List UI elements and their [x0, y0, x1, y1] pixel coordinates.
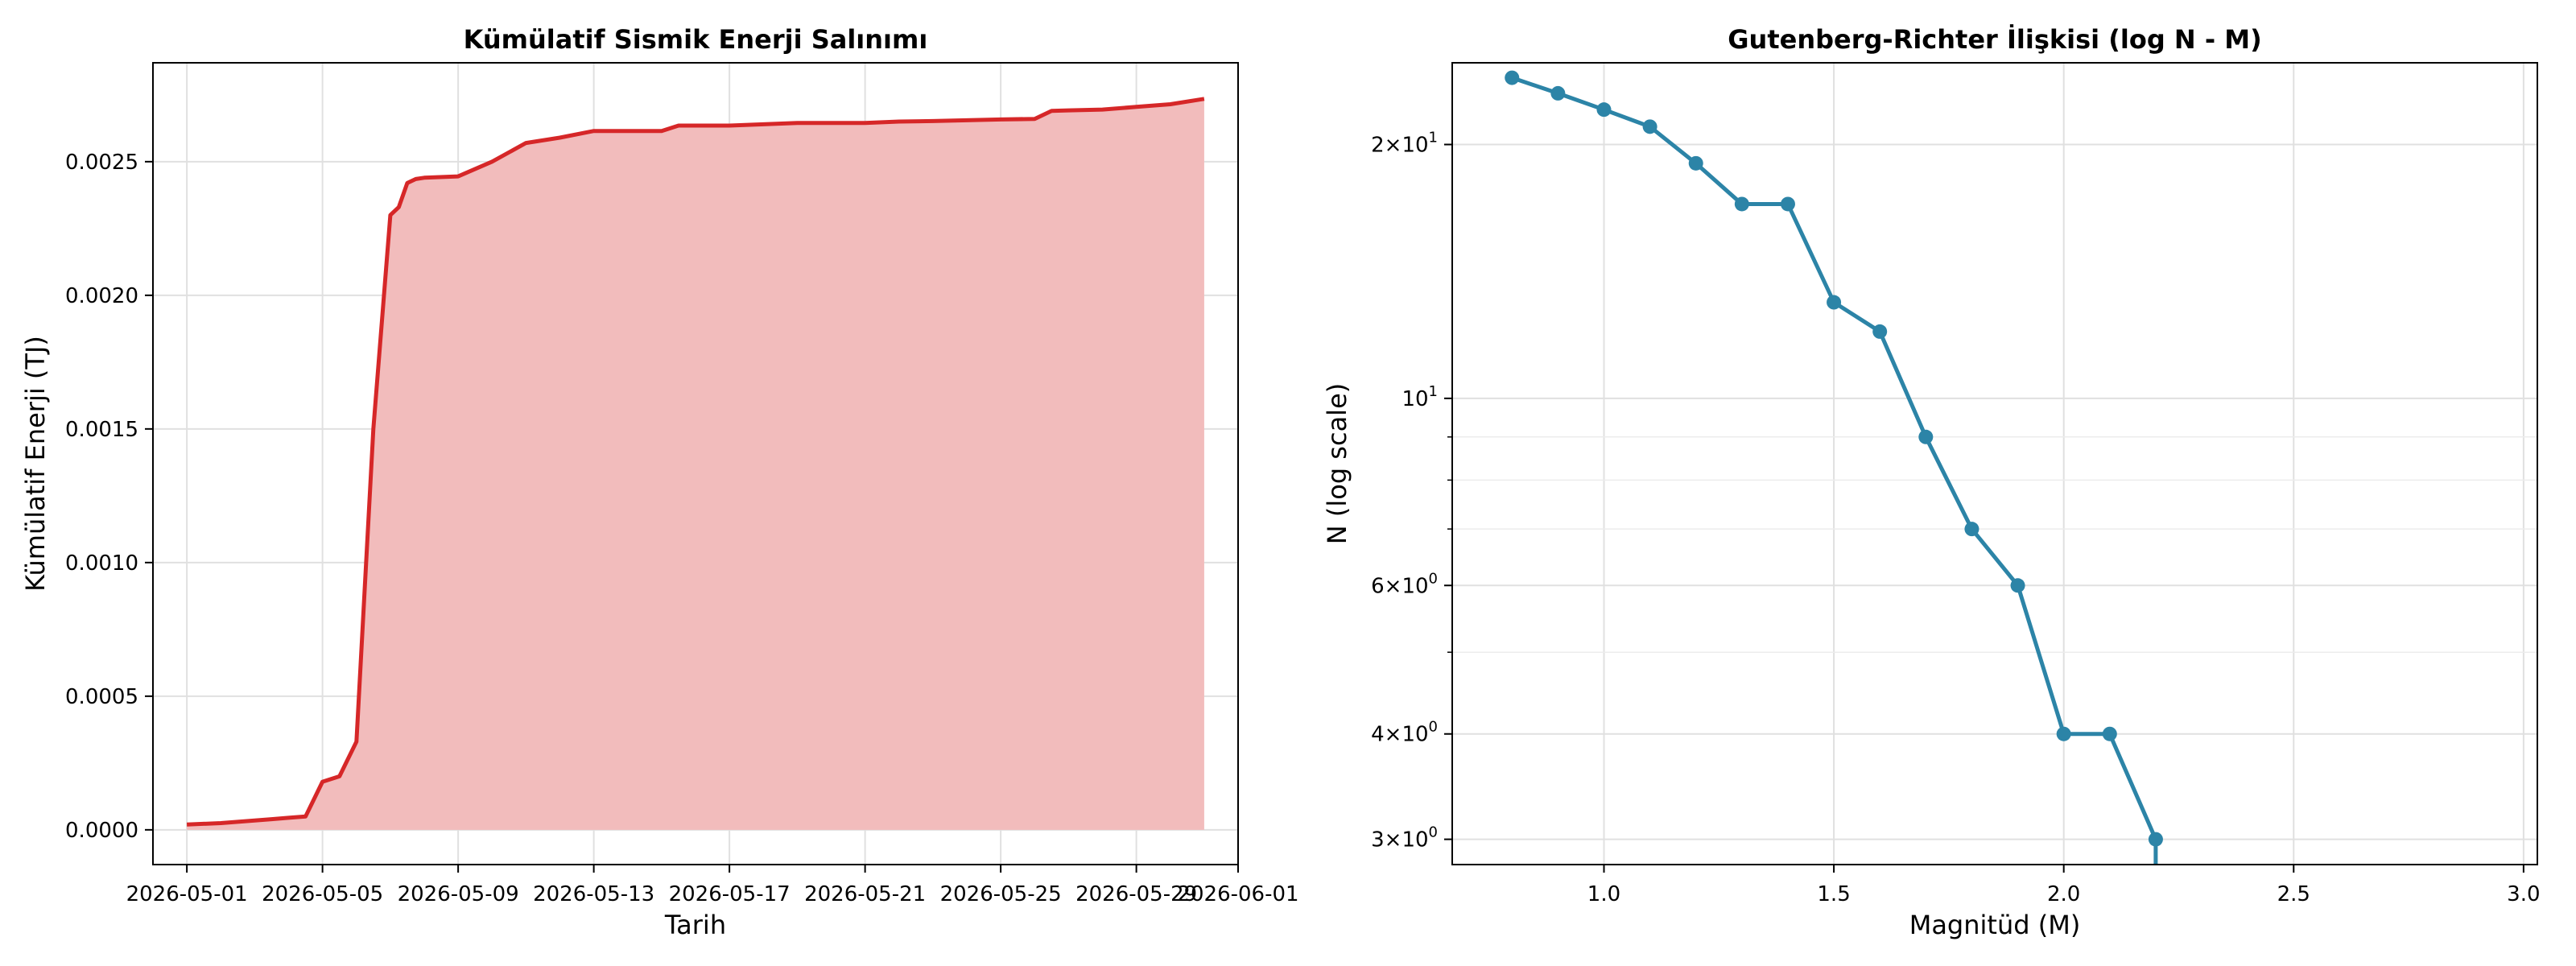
data-point — [1872, 324, 1888, 339]
x-tick-label: 2026-06-01 — [1177, 882, 1298, 906]
x-tick-label: 2026-05-17 — [669, 882, 791, 906]
data-point — [1918, 429, 1934, 444]
data-point — [1734, 196, 1749, 212]
chart-title: Gutenberg-Richter İlişkisi (log N - M) — [1728, 24, 2261, 55]
x-tick-label: 1.0 — [1587, 882, 1620, 906]
x-tick-label: 1.5 — [1817, 882, 1850, 906]
gr-points — [1505, 70, 2163, 847]
data-point — [1827, 295, 1842, 310]
y-tick-label: 6×100 — [1371, 570, 1438, 598]
x-tick-label: 2.0 — [2047, 882, 2080, 906]
y-tick-label: 0.0005 — [65, 685, 138, 709]
data-point — [2148, 832, 2163, 847]
x-tick-label: 2026-05-21 — [804, 882, 926, 906]
x-tick-label: 2026-05-09 — [398, 882, 519, 906]
y-tick-label: 2×101 — [1371, 130, 1438, 158]
cumulative-energy-chart: 2026-05-01 2026-05-05 2026-05-09 2026-05-13… — [20, 24, 1299, 940]
y-tick-label: 101 — [1402, 383, 1438, 411]
data-point — [1596, 102, 1612, 118]
axis-ticks: 1.0 1.5 2.0 2.5 3.0 3×100 4×100 6×100 101 2×101 — [1371, 130, 2540, 906]
y-tick-label: 0.0015 — [65, 418, 138, 442]
x-tick-label: 2026-05-05 — [262, 882, 383, 906]
x-tick-label: 2026-05-01 — [126, 882, 248, 906]
x-tick-label: 2.5 — [2277, 882, 2310, 906]
chart-title: Kümülatif Sismik Enerji Salınımı — [464, 24, 928, 55]
data-point — [2010, 578, 2025, 593]
data-point — [1964, 522, 1979, 537]
data-point — [2056, 726, 2071, 741]
x-tick-label: 3.0 — [2507, 882, 2540, 906]
y-tick-label: 0.0000 — [65, 819, 138, 843]
grid — [1452, 63, 2537, 865]
y-tick-label: 0.0025 — [65, 151, 138, 175]
plot-frame — [152, 62, 1239, 865]
data-point — [1642, 119, 1657, 134]
x-axis-label: Tarih — [664, 910, 726, 940]
gr-line — [1511, 76, 2158, 865]
gutenberg-richter-chart: 1.0 1.5 2.0 2.5 3.0 3×100 4×100 6×100 101 2×101 G… — [1322, 24, 2541, 940]
y-axis-label: N (log scale) — [1322, 383, 1352, 544]
data-point — [2102, 726, 2117, 741]
data-point — [1505, 70, 1520, 85]
y-tick-label: 0.0010 — [65, 551, 138, 576]
data-point — [1780, 196, 1795, 212]
data-point — [1688, 155, 1703, 171]
x-tick-label: 2026-05-25 — [940, 882, 1062, 906]
energy-line — [186, 97, 1205, 827]
axis-ticks: 2026-05-01 2026-05-05 2026-05-09 2026-05-13… — [65, 151, 1299, 906]
energy-area-fill — [187, 98, 1204, 830]
y-tick-label: 3×100 — [1371, 824, 1438, 852]
y-tick-label: 0.0020 — [65, 284, 138, 308]
x-axis-label: Magnitüd (M) — [1909, 910, 2081, 940]
plot-frame — [1451, 62, 2538, 865]
x-tick-label: 2026-05-13 — [533, 882, 654, 906]
x-tick-label: 2026-05-29 — [1075, 882, 1197, 906]
y-axis-label: Kümülatif Enerji (TJ) — [20, 336, 51, 592]
data-point — [1550, 85, 1566, 101]
y-tick-label: 4×100 — [1371, 719, 1438, 747]
